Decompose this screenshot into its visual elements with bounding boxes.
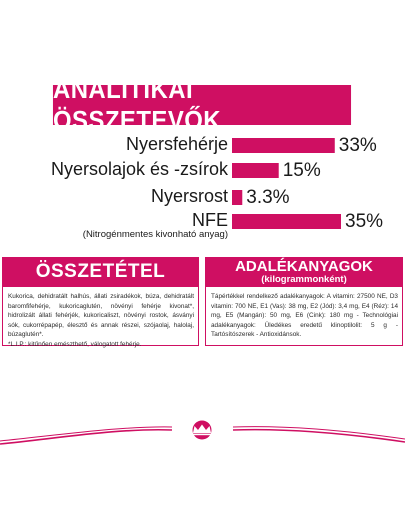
- value-label: 3.3%: [246, 187, 289, 208]
- bar: [232, 138, 335, 153]
- category-label: Nyersrost: [151, 186, 228, 206]
- composition-title: ÖSSZETÉTEL: [35, 260, 166, 282]
- additives-panel: Tápértékkel rendelkező adalékanyagok: A …: [205, 286, 403, 346]
- value-label: 35%: [345, 211, 383, 232]
- category-note: (Nitrogénmentes kivonható anyag): [83, 229, 228, 240]
- composition-text: Kukorica, dehidratált halhús, állati zsi…: [8, 293, 194, 339]
- category-label: Nyersolajok és -zsírok: [51, 159, 229, 179]
- wave-left-line: [0, 428, 173, 445]
- wave-left-line-2: [0, 426, 173, 442]
- category-label: NFE: [192, 210, 228, 230]
- section-title-banner: ANALITIKAI ÖSSZETEVŐK: [52, 74, 352, 135]
- additives-header: ADALÉKANYAGOK (kilogrammonként): [205, 257, 403, 286]
- page-title: ANALITIKAI ÖSSZETEVŐK: [52, 74, 222, 135]
- decorative-wave: [0, 426, 405, 445]
- value-label: 33%: [339, 135, 377, 156]
- value-label: 15%: [283, 160, 321, 181]
- additives-title: ADALÉKANYAGOK: [235, 257, 373, 275]
- additives-subtitle: (kilogrammonként): [261, 273, 347, 285]
- additives-text: Tápértékkel rendelkező adalékanyagok: A …: [211, 293, 398, 339]
- wave-right-line-2: [232, 426, 405, 440]
- bar: [232, 190, 243, 205]
- bar: [232, 214, 341, 229]
- wave-right-line: [232, 428, 405, 443]
- bar: [232, 163, 279, 178]
- composition-header: ÖSSZETÉTEL: [2, 257, 199, 286]
- royal-canin-crown-logo: [192, 420, 212, 440]
- nutrient-bar-chart: Nyersfehérje 33% Nyersolajok és -zsírok 15%…: [51, 134, 383, 240]
- composition-note: *L.I.P.: kitűnően emészthető, válogatott…: [8, 340, 142, 348]
- category-label: Nyersfehérje: [126, 134, 228, 154]
- composition-panel: Kukorica, dehidratált halhús, állati zsi…: [2, 286, 199, 348]
